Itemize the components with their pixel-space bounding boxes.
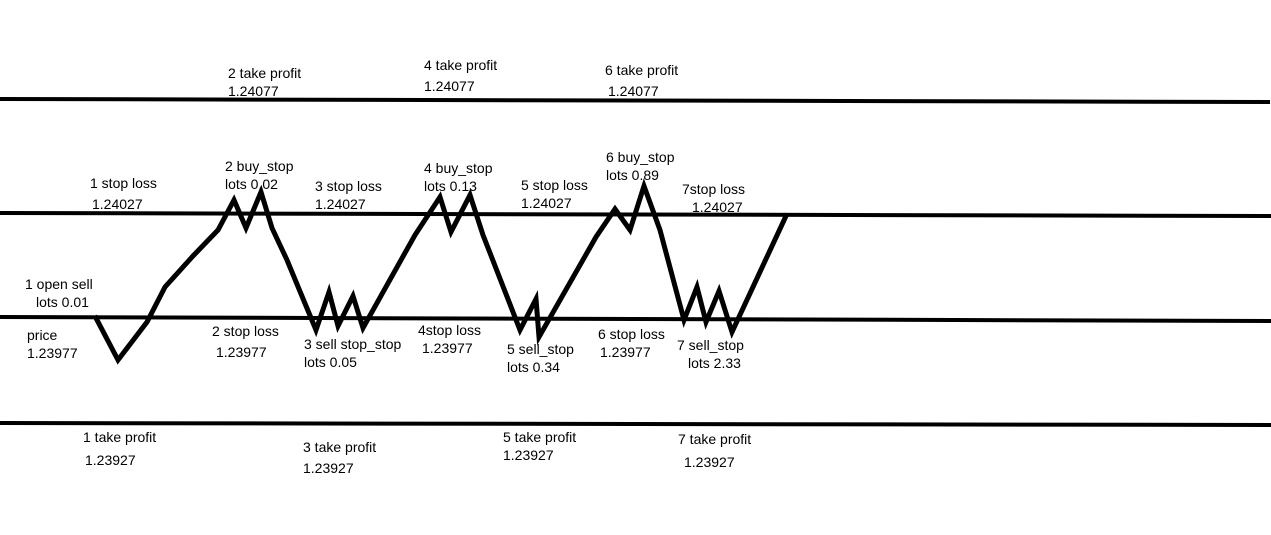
take-profit-upper-line <box>0 96 1271 105</box>
label-title: 5 sell_stop <box>507 341 574 357</box>
label-title: 3 take profit <box>303 439 377 455</box>
label-value: 1.23927 <box>684 454 735 470</box>
label-value: 1.23977 <box>422 340 473 356</box>
label-value: lots 2.33 <box>688 355 741 371</box>
label-title: 2 take profit <box>228 65 302 81</box>
take-profit-lower-line <box>0 420 1271 428</box>
label-value: 1.23927 <box>503 447 554 463</box>
label-tp4: 4 take profit 1.24077 <box>424 56 497 95</box>
label-title: 7 take profit <box>678 431 752 447</box>
label-title: 4 buy_stop <box>424 160 493 176</box>
label-value: 1.24077 <box>228 83 279 99</box>
label-title: 6 stop loss <box>598 326 665 342</box>
price-line <box>0 314 1271 324</box>
label-title: 1 take profit <box>83 429 157 445</box>
label-value: lots 0.34 <box>507 359 560 375</box>
label-title: 2 stop loss <box>212 323 279 339</box>
label-value: lots 0.02 <box>225 176 278 192</box>
label-title: 1 stop loss <box>90 175 157 191</box>
label-value: 1.23977 <box>216 344 267 360</box>
label-title: 2 buy_stop <box>225 158 294 174</box>
label-title: 4stop loss <box>418 322 482 338</box>
label-value: lots 0.13 <box>424 178 477 194</box>
label-value: 1.23977 <box>27 345 78 361</box>
label-sl3: 3 stop loss 1.24027 <box>315 177 382 213</box>
label-value: 1.24077 <box>424 78 475 94</box>
label-value: lots 0.05 <box>304 354 357 370</box>
label-tp2: 2 take profit 1.24077 <box>228 64 301 100</box>
label-title: 4 take profit <box>424 57 498 73</box>
label-tp5: 5 take profit 1.23927 <box>503 428 576 464</box>
label-title: 3 sell stop_stop <box>304 336 402 352</box>
label-sl2: 2 stop loss 1.23977 <box>212 322 279 361</box>
label-open1: 1 open sell lots 0.01 <box>25 275 93 311</box>
label-title: 5 take profit <box>503 429 577 445</box>
label-title: 6 buy_stop <box>606 149 675 165</box>
price-path <box>92 178 790 365</box>
label-title: 7stop loss <box>682 181 746 197</box>
label-value: 1.24027 <box>521 195 572 211</box>
label-tp1: 1 take profit 1.23927 <box>83 428 156 469</box>
label-sl6: 6 stop loss 1.23977 <box>598 325 665 361</box>
label-tp3: 3 take profit 1.23927 <box>303 438 376 477</box>
label-value: 1.24027 <box>315 196 366 212</box>
label-tp6: 6 take profit 1.24077 <box>605 61 678 100</box>
label-sl4: 4stop loss 1.23977 <box>418 321 481 357</box>
label-sl5: 5 stop loss 1.24027 <box>521 176 588 212</box>
label-value: 1.23977 <box>600 344 651 360</box>
label-price: price 1.23977 <box>27 326 78 362</box>
label-value: 1.24077 <box>608 83 659 99</box>
label-value: lots 0.89 <box>606 167 659 183</box>
label-value: lots 0.01 <box>36 294 89 310</box>
label-sl1: 1 stop loss 1.24027 <box>90 174 157 213</box>
label-value: 1.24027 <box>692 199 743 215</box>
label-title: 7 sell_stop <box>677 337 744 353</box>
label-title: 3 stop loss <box>315 178 382 194</box>
label-title: 6 take profit <box>605 62 679 78</box>
label-value: 1.23927 <box>303 460 354 476</box>
label-title: price <box>27 327 58 343</box>
label-title: 5 stop loss <box>521 177 588 193</box>
label-tp7: 7 take profit 1.23927 <box>678 430 751 471</box>
label-value: 1.24027 <box>92 196 143 212</box>
label-value: 1.23927 <box>85 452 136 468</box>
label-sl7: 7stop loss 1.24027 <box>682 180 745 216</box>
label-title: 1 open sell <box>25 276 93 292</box>
